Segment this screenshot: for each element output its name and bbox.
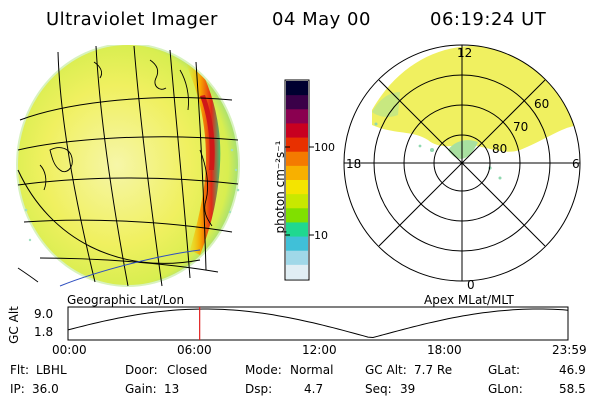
mlat-label-70: 70 — [513, 120, 529, 134]
polar-auroral-plot — [343, 44, 581, 282]
colorbar-stripe — [286, 236, 308, 252]
colorbar-tick-100: 100 — [314, 141, 335, 154]
xtick-1200: 12:00 — [302, 343, 337, 357]
flt-label: Flt: — [10, 363, 29, 377]
glon-label: GLon: — [488, 382, 523, 396]
polar-panel-caption: Apex MLat/MLT — [424, 293, 514, 307]
colorbar-stripe — [286, 194, 308, 209]
altitude-ytick-bottom: 1.8 — [34, 325, 54, 339]
colorbar-stripe — [286, 264, 308, 280]
door-label: Door: — [125, 363, 158, 377]
mlat-label-80: 80 — [492, 142, 508, 156]
colorbar-stripe — [286, 250, 308, 266]
xtick-0600: 06:00 — [177, 343, 212, 357]
mode-label: Mode: — [245, 363, 282, 377]
xtick-0000: 00:00 — [52, 343, 87, 357]
glon-value: 58.5 — [559, 382, 586, 396]
colorbar-stripe — [286, 109, 308, 125]
ip-value: 36.0 — [32, 382, 59, 396]
gain-value: 13 — [164, 382, 180, 396]
earth-disk-image — [16, 45, 240, 287]
seq-value: 39 — [400, 382, 416, 396]
gain-label: Gain: — [125, 382, 157, 396]
flt-value: LBHL — [36, 363, 67, 377]
mlat-label-60: 60 — [534, 97, 550, 111]
color-scale-bar — [284, 79, 314, 281]
seq-label: Seq: — [365, 382, 392, 396]
altitude-strip-chart — [67, 306, 569, 341]
colorbar-stripe — [286, 137, 308, 153]
left-panel-caption: Geographic Lat/Lon — [67, 293, 185, 307]
door-value: Closed — [167, 363, 208, 377]
colorbar-stripe — [286, 123, 308, 139]
colorbar-tick-10: 10 — [314, 229, 328, 242]
mlt-label-12: 12 — [457, 46, 473, 60]
mlt-label-18: 18 — [346, 157, 362, 171]
altitude-ylabel: GC Alt — [7, 306, 21, 344]
colorbar-stripe — [286, 180, 308, 195]
colorbar-stripe — [286, 81, 308, 96]
colorbar-stripe — [286, 222, 308, 238]
colorbar-stripe — [286, 95, 308, 110]
mlt-label-0: 0 — [467, 278, 475, 292]
glat-label: GLat: — [488, 363, 521, 377]
colorbar-unit-label: photon cm⁻²s⁻¹ — [273, 140, 287, 234]
xtick-2359: 23:59 — [552, 343, 587, 357]
colorbar-stripe — [286, 151, 308, 167]
altitude-ytick-top: 9.0 — [34, 307, 54, 321]
instrument-title: Ultraviolet Imager — [46, 9, 218, 30]
mode-value: Normal — [290, 363, 334, 377]
mlt-label-6: 6 — [572, 157, 580, 171]
colorbar-stripe — [286, 208, 308, 224]
colorbar-stripe — [286, 165, 308, 181]
glat-value: 46.9 — [559, 363, 586, 377]
gcalt-label: GC Alt: — [365, 363, 407, 377]
dsp-label: Dsp: — [245, 382, 273, 396]
ip-label: IP: — [10, 382, 25, 396]
altitude-curve — [67, 308, 569, 339]
time-label: 06:19:24 UT — [430, 9, 547, 30]
gcalt-value: 7.7 Re — [414, 363, 453, 377]
date-label: 04 May 00 — [272, 9, 371, 30]
xtick-1800: 18:00 — [427, 343, 462, 357]
dsp-value: 4.7 — [304, 382, 324, 396]
